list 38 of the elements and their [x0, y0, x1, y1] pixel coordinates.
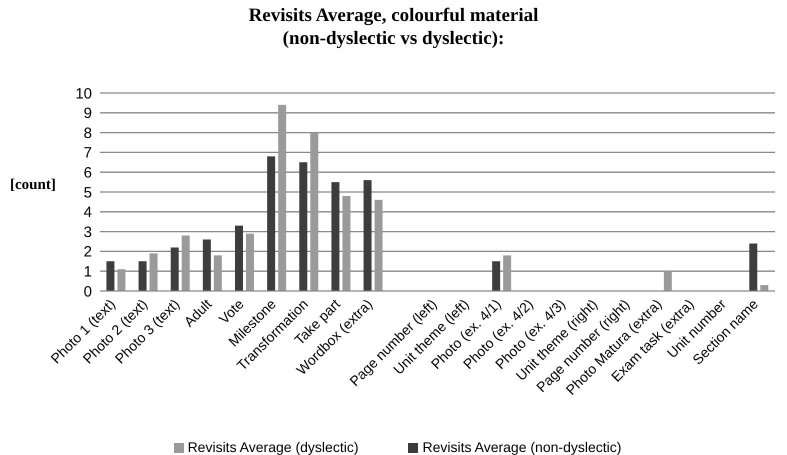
bar: [246, 234, 254, 291]
y-tick-label: 4: [84, 204, 92, 222]
bar: [299, 162, 308, 291]
bar: [760, 285, 768, 291]
bar: [374, 200, 383, 291]
legend-label: Revisits Average (dyslectic): [188, 439, 358, 455]
y-tick-label: 5: [84, 184, 92, 202]
bar: [106, 261, 114, 291]
y-tick-label: 6: [84, 164, 92, 182]
bar: [749, 243, 758, 291]
bar: [503, 255, 512, 291]
bar: [364, 180, 372, 291]
bar: [492, 261, 500, 291]
y-tick-label: 3: [84, 224, 92, 241]
bar: [150, 253, 158, 291]
bar: [331, 182, 340, 291]
bar: [214, 255, 222, 291]
y-tick-label: 8: [84, 124, 92, 142]
y-tick-label: 9: [84, 105, 92, 122]
bar: [202, 240, 211, 291]
y-axis-title: [count]: [10, 177, 56, 194]
bar: [310, 132, 318, 291]
bar: [342, 196, 350, 291]
bar: [235, 226, 243, 291]
y-tick-label: 1: [84, 264, 92, 281]
bar: [182, 236, 190, 291]
bar: [267, 156, 276, 291]
chart-title: Revisits Average, colourful material (non-dyslectic vs dyslectic):: [248, 4, 540, 50]
y-tick-label: 7: [84, 144, 92, 162]
bar: [138, 261, 147, 291]
y-tick-label: 0: [84, 283, 92, 300]
bar: [117, 269, 126, 291]
bar: [170, 247, 179, 291]
legend-label: Revisits Average (non-dyslectic): [422, 439, 622, 455]
y-tick-label: 2: [84, 244, 92, 261]
y-tick-label: 10: [75, 85, 92, 102]
bar: [664, 271, 672, 291]
bar: [278, 104, 286, 291]
